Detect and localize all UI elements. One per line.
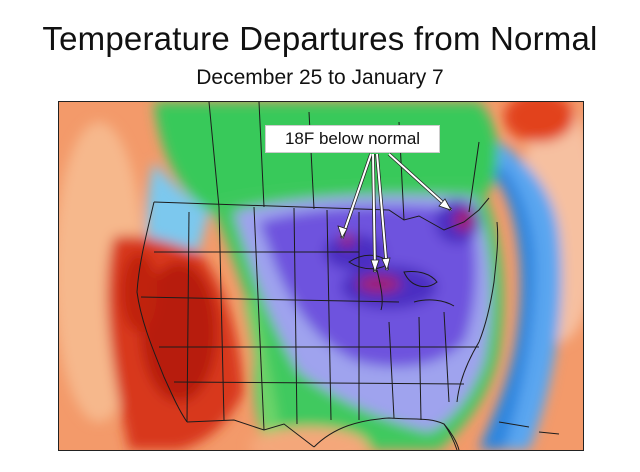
state-line-8 — [140, 296, 400, 303]
map-title: Temperature Departures from Normal — [42, 20, 598, 57]
arrow-to-indiana — [376, 153, 388, 271]
arrow-to-new-england — [388, 153, 452, 211]
state-line-4 — [293, 207, 298, 425]
plains-green-edge — [244, 297, 284, 450]
arrow-to-wisconsin — [341, 153, 372, 239]
province-line-5 — [468, 141, 480, 213]
california-warm — [121, 252, 157, 332]
east-coastline — [456, 221, 499, 403]
caribbean-islands — [498, 421, 560, 435]
florida-outline — [443, 423, 460, 450]
arrow-to-illinois — [372, 153, 376, 273]
gulf-coastline — [313, 417, 458, 450]
us-canada-border — [153, 197, 490, 231]
northeast-corner-warm — [504, 102, 574, 142]
atlantic-cool-core — [479, 167, 536, 450]
west-coastline — [136, 201, 188, 423]
annotation-callout: 18F below normal — [265, 125, 440, 153]
northeast-magenta-core — [454, 208, 474, 232]
state-line-3 — [253, 206, 265, 431]
midwest-magenta-core — [357, 275, 401, 293]
political-boundaries — [136, 102, 560, 450]
arrowhead-wisconsin — [337, 225, 348, 239]
province-line-2 — [258, 102, 265, 208]
arrowhead-new-england — [438, 198, 452, 211]
map-subtitle: December 25 to January 7 — [196, 66, 444, 89]
state-line-2 — [218, 206, 225, 421]
map-canvas — [59, 102, 583, 450]
state-line-1 — [186, 211, 190, 423]
arrowhead-indiana — [381, 257, 391, 272]
state-line-11 — [388, 321, 395, 419]
lake-huron — [403, 271, 438, 288]
mexico-warm-light — [249, 427, 369, 450]
lake-michigan — [376, 269, 383, 311]
temperature-departure-map — [58, 101, 584, 451]
callout-arrows — [337, 152, 453, 274]
atlantic-cool-band — [479, 142, 562, 450]
state-line-5 — [326, 209, 332, 421]
arrowhead-illinois — [370, 259, 380, 274]
state-line-10 — [173, 381, 465, 385]
state-line-13 — [443, 311, 450, 403]
province-line-1 — [208, 102, 220, 208]
lake-erie — [413, 299, 455, 307]
state-line-12 — [418, 316, 422, 421]
